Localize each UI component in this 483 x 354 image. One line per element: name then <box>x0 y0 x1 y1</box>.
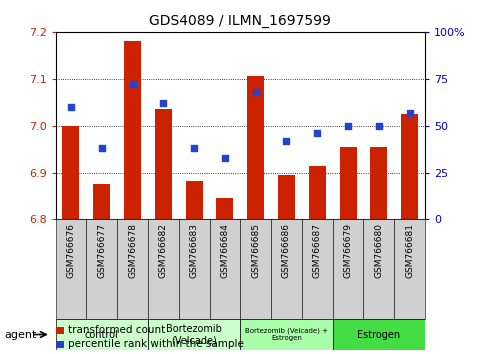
Text: GDS4089 / ILMN_1697599: GDS4089 / ILMN_1697599 <box>149 14 331 28</box>
Bar <box>247 76 264 219</box>
Bar <box>148 219 179 319</box>
Point <box>375 123 383 129</box>
Bar <box>278 175 295 219</box>
Bar <box>394 219 425 319</box>
Text: GSM766680: GSM766680 <box>374 223 384 279</box>
Bar <box>86 219 117 319</box>
Bar <box>302 219 333 319</box>
Bar <box>333 319 425 350</box>
Point <box>344 123 352 129</box>
Text: agent: agent <box>5 330 37 339</box>
Text: GSM766685: GSM766685 <box>251 223 260 279</box>
Bar <box>240 219 271 319</box>
Bar <box>210 219 240 319</box>
Bar <box>117 219 148 319</box>
Bar <box>179 219 210 319</box>
Text: transformed count: transformed count <box>68 325 165 335</box>
Text: Bortezomib
(Velcade): Bortezomib (Velcade) <box>166 324 222 346</box>
Bar <box>185 181 202 219</box>
Text: GSM766682: GSM766682 <box>159 223 168 278</box>
Bar <box>309 166 326 219</box>
Bar <box>93 184 110 219</box>
Bar <box>56 319 148 350</box>
Text: percentile rank within the sample: percentile rank within the sample <box>68 339 243 349</box>
Text: Bortezomib (Velcade) +
Estrogen: Bortezomib (Velcade) + Estrogen <box>245 328 328 341</box>
Bar <box>155 109 172 219</box>
Point <box>98 145 106 151</box>
Bar <box>124 41 141 219</box>
Text: GSM766684: GSM766684 <box>220 223 229 278</box>
Point <box>406 110 413 115</box>
Point <box>128 81 136 87</box>
Text: GSM766681: GSM766681 <box>405 223 414 279</box>
Bar <box>148 319 241 350</box>
Bar <box>62 126 79 219</box>
Bar <box>340 147 356 219</box>
Text: Estrogen: Estrogen <box>357 330 400 339</box>
Point <box>221 155 229 160</box>
Bar <box>364 219 394 319</box>
Text: GSM766687: GSM766687 <box>313 223 322 279</box>
Text: GSM766678: GSM766678 <box>128 223 137 279</box>
Text: GSM766676: GSM766676 <box>67 223 75 279</box>
Point <box>159 100 167 106</box>
Bar <box>216 198 233 219</box>
Bar <box>271 219 302 319</box>
Point <box>67 104 75 110</box>
Point <box>313 130 321 136</box>
Bar <box>56 219 86 319</box>
Text: GSM766683: GSM766683 <box>190 223 199 279</box>
Point <box>252 89 259 95</box>
Text: GSM766677: GSM766677 <box>97 223 106 279</box>
Bar <box>370 147 387 219</box>
Point <box>283 138 290 143</box>
Bar <box>401 114 418 219</box>
Text: control: control <box>85 330 119 339</box>
Text: GSM766686: GSM766686 <box>282 223 291 279</box>
Text: GSM766679: GSM766679 <box>343 223 353 279</box>
Point <box>190 145 198 151</box>
Bar <box>333 219 364 319</box>
Bar <box>240 319 333 350</box>
